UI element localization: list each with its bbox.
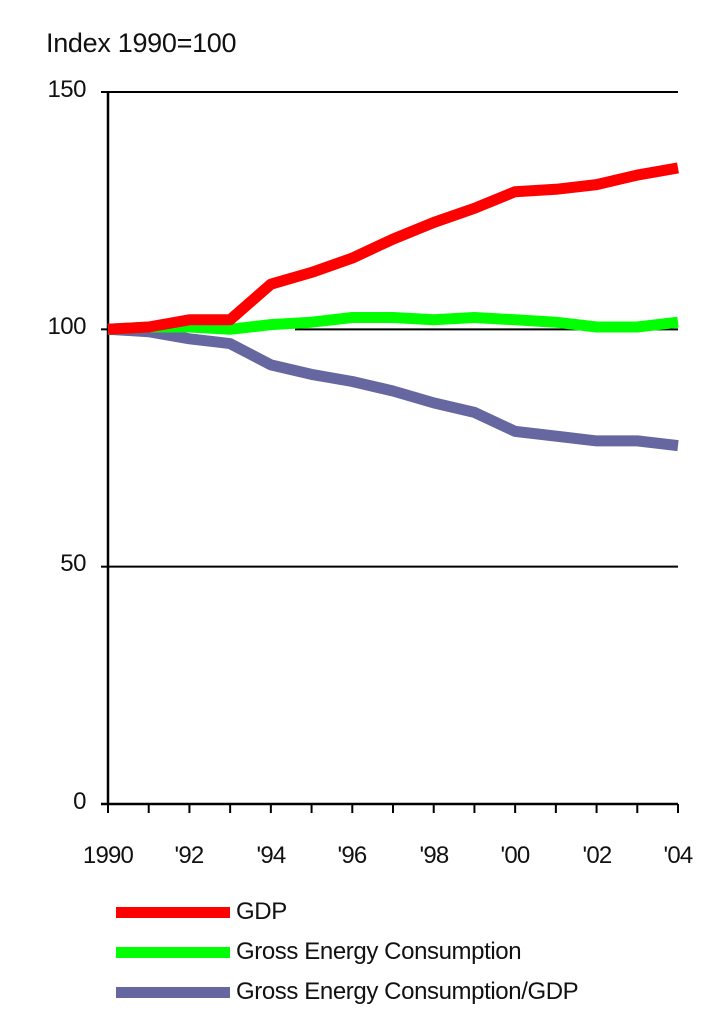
legend: GDP Gross Energy Consumption Gross Energ…	[116, 892, 579, 1012]
legend-item-energy-intensity: Gross Energy Consumption/GDP	[116, 972, 579, 1012]
axes	[101, 91, 679, 813]
legend-item-gross-energy-consumption: Gross Energy Consumption	[116, 932, 578, 972]
x-tick-label-1990: 1990	[82, 842, 134, 869]
legend-label: GDP	[236, 898, 287, 925]
legend-item-gdp: GDP	[116, 892, 578, 932]
y-tick-label-0: 0	[73, 788, 86, 815]
x-tick-label-98: '98	[419, 842, 450, 869]
x-tick-label-94: '94	[256, 842, 287, 869]
series-line-gross-energy-consumption	[107, 312, 679, 335]
x-tick-label-02: '02	[582, 842, 613, 869]
legend-label: Gross Energy Consumption	[236, 938, 522, 965]
series-lines	[107, 162, 679, 452]
x-tick-label-00: '00	[500, 842, 531, 869]
legend-swatch-gdp	[116, 906, 230, 918]
x-tick-label-04: '04	[663, 842, 694, 869]
series-line-gross-energy-consumption-gdp	[107, 323, 679, 452]
y-tick-label-50: 50	[60, 550, 86, 577]
y-axis-title: Index 1990=100	[46, 28, 237, 58]
legend-swatch-energy-intensity	[116, 986, 230, 998]
y-tick-label-150: 150	[47, 76, 86, 103]
legend-swatch-gross-energy-consumption	[116, 946, 230, 958]
legend-label: Gross Energy Consumption/GDP	[236, 978, 579, 1005]
x-tick-label-92: '92	[174, 842, 205, 869]
x-tick-label-96: '96	[337, 842, 368, 869]
series-line-gdp	[107, 162, 679, 335]
y-tick-label-100: 100	[47, 313, 86, 340]
